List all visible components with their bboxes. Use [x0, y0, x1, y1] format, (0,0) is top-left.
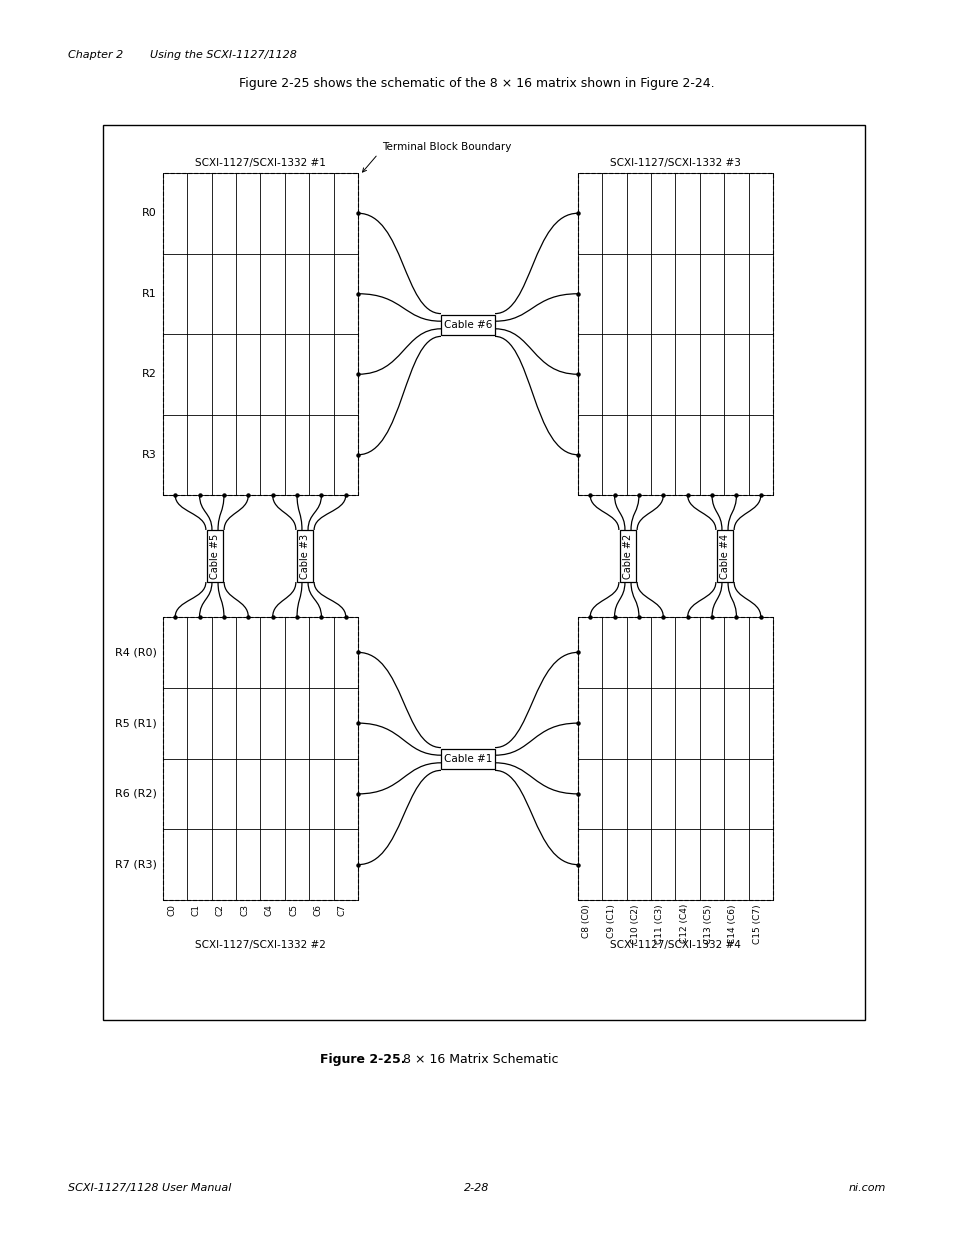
Text: Cable #5: Cable #5	[210, 534, 220, 579]
Text: R6 (R2): R6 (R2)	[115, 789, 157, 799]
Text: SCXI-1127/SCXI-1332 #2: SCXI-1127/SCXI-1332 #2	[194, 940, 326, 950]
Bar	[207, 530, 223, 582]
Text: Cable #3: Cable #3	[299, 534, 310, 578]
Text: SCXI-1127/SCXI-1332 #1: SCXI-1127/SCXI-1332 #1	[194, 158, 326, 168]
Bar	[717, 530, 732, 582]
Bar	[163, 618, 357, 900]
Text: SCXI-1127/1128 User Manual: SCXI-1127/1128 User Manual	[68, 1183, 232, 1193]
Text: C10 (C2): C10 (C2)	[630, 904, 639, 944]
Text: Figure 2-25.: Figure 2-25.	[319, 1053, 405, 1066]
Text: C9 (C1): C9 (C1)	[606, 904, 615, 937]
Text: Figure 2-25 shows the schematic of the 8 × 16 matrix shown in Figure 2-24.: Figure 2-25 shows the schematic of the 8…	[239, 77, 714, 90]
Text: R3: R3	[142, 450, 157, 459]
Text: C4: C4	[264, 904, 274, 916]
Text: Cable #6: Cable #6	[443, 320, 492, 330]
Text: Cable #2: Cable #2	[622, 534, 633, 579]
Text: Chapter 2: Chapter 2	[68, 49, 123, 61]
Text: C6: C6	[314, 904, 322, 916]
Text: Cable #4: Cable #4	[720, 534, 729, 578]
Text: C3: C3	[240, 904, 249, 916]
Bar	[103, 125, 864, 1020]
Text: C11 (C3): C11 (C3)	[655, 904, 663, 944]
Text: ni.com: ni.com	[848, 1183, 885, 1193]
Text: SCXI-1127/SCXI-1332 #3: SCXI-1127/SCXI-1332 #3	[609, 158, 740, 168]
Text: C13 (C5): C13 (C5)	[703, 904, 712, 944]
Text: C0: C0	[167, 904, 176, 916]
Text: R7 (R3): R7 (R3)	[115, 860, 157, 869]
Text: 2-28: 2-28	[464, 1183, 489, 1193]
Bar	[578, 173, 772, 495]
Bar	[440, 748, 495, 769]
Bar	[296, 530, 313, 582]
Text: C7: C7	[337, 904, 347, 916]
Text: SCXI-1127/SCXI-1332 #4: SCXI-1127/SCXI-1332 #4	[609, 940, 740, 950]
Text: C15 (C7): C15 (C7)	[752, 904, 761, 944]
Bar	[619, 530, 636, 582]
Text: R1: R1	[142, 289, 157, 299]
Text: R0: R0	[142, 209, 157, 219]
Text: C8 (C0): C8 (C0)	[581, 904, 591, 937]
Bar	[163, 173, 357, 495]
Text: R5 (R1): R5 (R1)	[115, 718, 157, 729]
Text: C2: C2	[215, 904, 225, 916]
Text: Cable #1: Cable #1	[443, 755, 492, 764]
Text: C5: C5	[289, 904, 297, 916]
Text: R4 (R0): R4 (R0)	[115, 647, 157, 657]
Text: Terminal Block Boundary: Terminal Block Boundary	[381, 142, 511, 152]
Bar	[578, 618, 772, 900]
Text: 8 × 16 Matrix Schematic: 8 × 16 Matrix Schematic	[395, 1053, 558, 1066]
Bar	[440, 315, 495, 335]
Text: C12 (C4): C12 (C4)	[679, 904, 688, 944]
Text: Using the SCXI-1127/1128: Using the SCXI-1127/1128	[150, 49, 296, 61]
Text: C14 (C6): C14 (C6)	[728, 904, 737, 944]
Text: R2: R2	[142, 369, 157, 379]
Text: C1: C1	[192, 904, 200, 916]
